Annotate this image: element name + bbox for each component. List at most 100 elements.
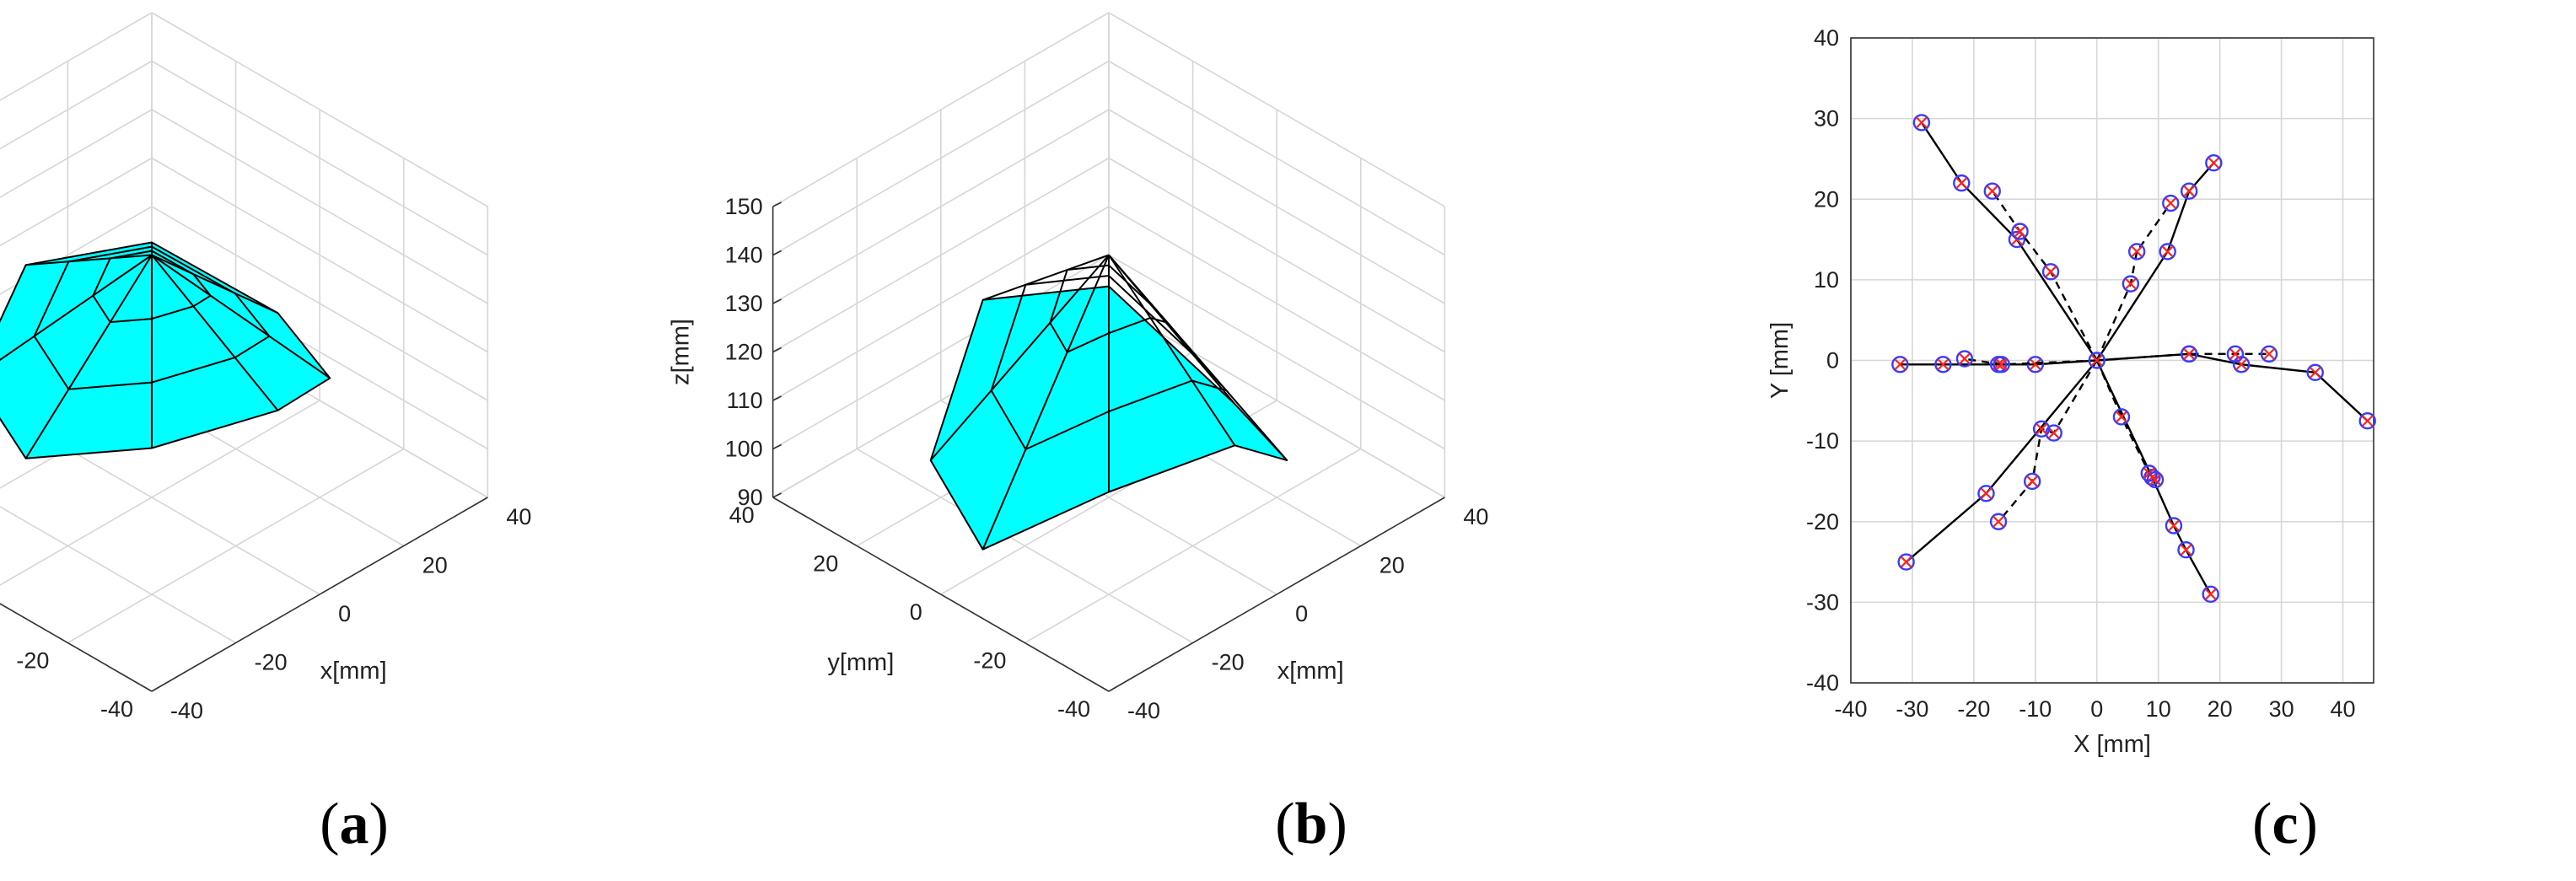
wall-gridline (151, 12, 488, 207)
data-point-circle (2026, 356, 2045, 373)
dashed-branch-line (2095, 202, 2172, 361)
x-tick-label: 10 (2146, 696, 2171, 722)
data-point-circle (2023, 472, 2041, 491)
data-point-circle (2011, 223, 2029, 240)
data-point-cross (1993, 515, 2004, 528)
floor-gridline (67, 448, 405, 644)
y-tick-label: 40 (729, 502, 755, 528)
data-point-circle (2165, 517, 2183, 535)
surface-mesh-ring (92, 250, 212, 324)
panel-label-a: (a) (320, 792, 389, 857)
z-tick-mark (772, 298, 782, 304)
wall-gridline (1108, 303, 1445, 498)
data-point-circle (1989, 513, 2008, 530)
data-point-circle (2008, 230, 2026, 249)
z-axis-label: z[mm] (668, 319, 695, 385)
data-point-circle (1934, 356, 1952, 373)
data-point-circle (1953, 174, 1971, 192)
z-tick-mark (772, 395, 782, 401)
data-point-circle (1977, 485, 1995, 502)
z-tick-mark (772, 443, 782, 450)
z-tick-label: 90 (738, 485, 763, 510)
data-point-cross (2149, 474, 2161, 486)
data-point-cross (2014, 225, 2026, 238)
x-tick-label: 20 (422, 553, 448, 578)
surface-mesh-radial (151, 254, 279, 411)
z-tick-label: 140 (725, 243, 763, 268)
data-point-cross (2116, 411, 2127, 423)
panel-b-3d-surface: 90 100 110 120 130 140 150 40 20 0 -20 -40 -40 -20 0 20… (668, 12, 1488, 723)
data-point-cross (2168, 519, 2180, 532)
y-axis (772, 497, 1110, 692)
data-point-circle (1912, 114, 1931, 132)
wall-gridline (1108, 157, 1445, 353)
data-point-circle (2122, 275, 2140, 293)
surface-mesh-radial (151, 254, 331, 379)
data-point-circle (2180, 345, 2198, 363)
panel-c-2d-plot: -40 -30 -20 -10 0 10 20 30 40 -40 -30 -20 -10 0 10 20 30… (1767, 25, 2376, 758)
surface-mesh-radial (982, 254, 1110, 301)
data-point-circle (2162, 194, 2180, 212)
z-tick-mark (772, 201, 782, 207)
z-tick-label: 100 (725, 437, 763, 462)
y-tick-label: 20 (813, 551, 838, 577)
data-point-cross (2204, 588, 2217, 600)
z-tick-label: 150 (725, 194, 763, 219)
data-point-circle (2032, 420, 2051, 438)
data-point-cross (2047, 427, 2060, 439)
x-tick-label: -30 (1896, 696, 1928, 722)
data-point-cross (1995, 358, 2008, 371)
data-point-cross (1900, 556, 1912, 568)
wall-gridline (1108, 12, 1445, 207)
data-point-cross (2361, 415, 2374, 427)
x-tick-label: 30 (2269, 696, 2294, 722)
x-tick-label: -20 (255, 650, 288, 675)
surface-mesh-radial (929, 254, 1110, 461)
dashed-branch-line (1991, 191, 2098, 362)
wall-gridline (1108, 254, 1445, 450)
panel-label-b: (b) (1275, 792, 1347, 857)
data-point-cross (2030, 358, 2041, 371)
x-tick-label: -10 (2019, 696, 2052, 722)
wall-gridline (0, 12, 153, 101)
data-point-circle (2202, 585, 2219, 604)
wall-gridline (1108, 60, 1445, 256)
wall-gridline (772, 254, 1110, 450)
y-tick-label: 30 (1814, 106, 1839, 132)
data-point-circle (1891, 356, 1909, 373)
data-point-circle (2041, 263, 2060, 281)
x-tick-label: 0 (338, 601, 351, 626)
y-tick-label: -20 (16, 648, 49, 674)
data-point-cross (2309, 367, 2321, 379)
data-point-circle (2127, 243, 2146, 261)
wall-gridline (772, 60, 1110, 256)
wall-gridline (772, 109, 1110, 304)
x-tick-label: -40 (170, 698, 203, 723)
data-point-cross (2180, 544, 2192, 556)
x-axis (151, 497, 488, 692)
wall-gridline (772, 12, 1110, 207)
data-point-circle (2205, 154, 2223, 172)
y-tick-label: -30 (1806, 589, 1839, 615)
y-tick-label: -40 (1806, 670, 1839, 696)
x-axis (1108, 497, 1445, 692)
data-point-circle (2177, 541, 2195, 559)
x-tick-label: 40 (1463, 504, 1488, 529)
y-tick-label: -20 (1806, 509, 1839, 535)
data-point-cross (1980, 487, 1993, 500)
data-point-circle (1897, 553, 1915, 571)
x-tick-label: 20 (2208, 696, 2233, 722)
x-tick-label: 0 (2090, 696, 2103, 722)
data-point-cross (1894, 358, 1906, 371)
data-point-circle (2260, 345, 2278, 363)
x-tick-label: 0 (1295, 601, 1308, 626)
y-tick-label: 10 (1814, 267, 1839, 293)
z-tick-label: 110 (727, 388, 763, 413)
x-tick-label: -20 (1957, 696, 1990, 722)
y-axis-label: Y [mm] (1767, 322, 1794, 399)
data-point-circle (2112, 408, 2131, 426)
dashed-branch-line (2096, 352, 2269, 362)
wall-gridline (151, 206, 488, 401)
y-tick-label: -40 (1057, 696, 1090, 722)
wall-gridline (1108, 206, 1445, 401)
